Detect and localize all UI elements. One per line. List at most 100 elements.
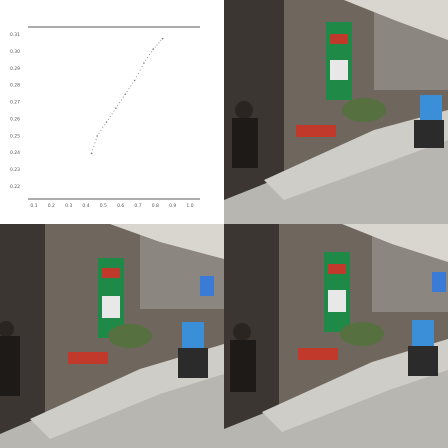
series-dot	[149, 54, 151, 56]
series-dot	[95, 138, 97, 140]
series-point	[133, 79, 136, 82]
plants	[342, 98, 386, 122]
series-point	[96, 135, 98, 137]
series-dot	[158, 42, 160, 44]
awning	[342, 224, 448, 262]
awning	[110, 224, 224, 259]
blue-sign	[432, 272, 446, 292]
series-dot	[137, 72, 139, 74]
series-point	[105, 121, 108, 123]
series-dot	[92, 149, 94, 151]
x-tick-label: 0.7	[134, 203, 141, 209]
series-point	[143, 62, 145, 64]
shop-sign-red-block	[328, 264, 346, 274]
series-dot	[98, 132, 100, 134]
series-dot	[113, 110, 115, 112]
rider-shirt	[182, 322, 204, 352]
series-dot	[139, 69, 141, 71]
y-tick-label: 0.28	[10, 83, 20, 89]
x-tick-label: 0.5	[100, 203, 107, 209]
shop-sign-white-block	[102, 296, 120, 318]
series-dot	[104, 124, 106, 126]
street-photo-frame-2	[0, 224, 224, 448]
street-photo	[224, 224, 448, 448]
blue-sign	[200, 276, 214, 296]
series-dot	[128, 88, 130, 90]
motorbike	[414, 120, 444, 148]
sidewalk	[262, 339, 448, 432]
series-dot	[135, 76, 137, 78]
x-tick-label: 1.0	[186, 203, 193, 209]
series-dot	[154, 46, 156, 48]
series-dot	[132, 82, 134, 84]
line-chart-panel: 0.31 0.30 0.29 0.28 0.27 0.26 0.25 0.24 0.23 0.22…	[0, 0, 224, 224]
person-body	[230, 340, 256, 392]
plants	[108, 324, 152, 348]
series-dot	[100, 129, 102, 131]
series-dot	[93, 145, 95, 147]
person-body	[0, 336, 20, 396]
series-point	[115, 107, 117, 109]
sidewalk	[30, 344, 224, 439]
awning	[344, 0, 448, 40]
rider-shirt	[412, 320, 434, 350]
person-head	[0, 321, 14, 337]
person-head	[233, 323, 251, 341]
y-tick-label: 0.30	[10, 49, 20, 55]
series-dot	[126, 90, 128, 92]
y-tick-label: 0.25	[10, 133, 20, 139]
rider-shirt	[420, 95, 442, 125]
x-tick-label: 0.4	[82, 203, 89, 209]
series-dot	[102, 127, 104, 129]
y-tick-label: 0.26	[10, 116, 20, 122]
y-tick-label: 0.23	[10, 167, 20, 173]
street-photo-frame-3	[224, 224, 448, 448]
y-tick-label: 0.29	[10, 66, 20, 72]
motorbike	[408, 346, 438, 376]
red-stools	[296, 125, 336, 137]
street-photo	[0, 224, 224, 448]
person-body	[232, 118, 258, 168]
y-tick-label: 0.27	[10, 100, 20, 106]
person-head	[235, 101, 253, 119]
street-photo	[224, 0, 448, 224]
series-dot	[130, 85, 132, 87]
series-dot	[122, 96, 124, 98]
y-tick-label: 0.22	[10, 184, 20, 190]
line-chart: 0.31 0.30 0.29 0.28 0.27 0.26 0.25 0.24 0.23 0.22…	[10, 26, 200, 209]
x-tick-label: 0.6	[117, 203, 124, 209]
series-dot	[107, 118, 109, 120]
series-dot	[111, 113, 113, 115]
series-dot	[150, 51, 152, 53]
series-dot	[119, 102, 121, 104]
red-stools	[298, 348, 338, 360]
y-tick-labels: 0.31 0.30 0.29 0.28 0.27 0.26 0.25 0.24 0.23 0.22	[10, 32, 20, 190]
series-point	[152, 48, 155, 50]
series-dot	[141, 65, 143, 67]
sidewalk	[264, 110, 448, 200]
motorbike	[178, 348, 208, 378]
x-tick-label: 0.1	[30, 203, 37, 209]
shop-sign-white-block	[328, 290, 346, 312]
series-dot	[94, 142, 96, 144]
series-dot	[156, 44, 158, 46]
shop-sign-red-block	[102, 268, 120, 278]
series-dot	[109, 115, 111, 117]
x-tick-label: 0.9	[169, 203, 176, 209]
series-point	[161, 37, 164, 40]
x-tick-label: 0.3	[65, 203, 72, 209]
series-dot	[147, 56, 149, 58]
x-tick-labels: 0.1 0.2 0.3 0.4 0.5 0.6 0.7 0.8 0.9 1.0	[30, 203, 193, 209]
red-stools	[68, 352, 108, 364]
y-tick-label: 0.31	[10, 32, 20, 38]
y-tick-label: 0.24	[10, 150, 20, 156]
series-point	[90, 152, 93, 155]
shop-sign-red-block	[330, 34, 348, 44]
series-dot	[145, 59, 147, 61]
street-photo-frame-1	[224, 0, 448, 224]
series-point	[124, 93, 127, 96]
series-line-points	[90, 37, 164, 155]
series-dot	[160, 40, 162, 42]
x-tick-label: 0.2	[48, 203, 55, 209]
series-dot	[120, 99, 122, 101]
